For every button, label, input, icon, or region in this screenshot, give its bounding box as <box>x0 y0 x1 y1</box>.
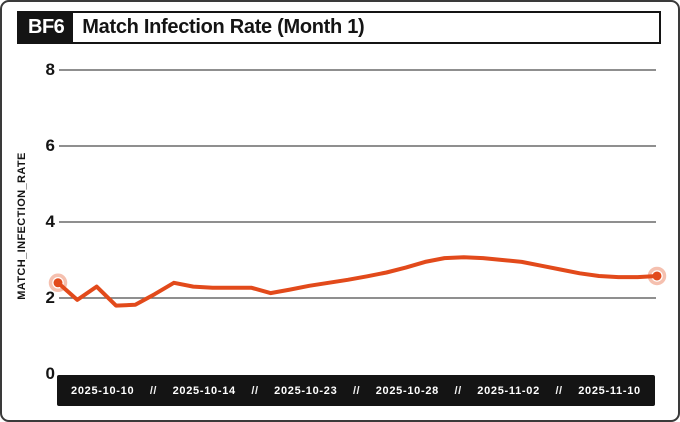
y-tick-label: 2 <box>45 288 55 307</box>
x-tick-label: 2025-10-10 <box>71 384 135 397</box>
bf6-badge: BF6 <box>19 13 74 42</box>
y-tick-label: 8 <box>45 60 55 79</box>
chart-header: BF6 Match Infection Rate (Month 1) <box>17 11 661 44</box>
x-tick-separator: // <box>555 384 563 397</box>
x-tick-label: 2025-11-02 <box>477 384 540 397</box>
x-tick-label: 2025-11-10 <box>578 384 641 397</box>
x-tick-label: 2025-10-23 <box>274 384 338 397</box>
y-tick-label: 6 <box>45 136 55 155</box>
y-tick-label: 0 <box>45 364 55 383</box>
end-point-halo <box>647 266 667 286</box>
x-tick-separator: // <box>149 384 157 397</box>
x-tick-separator: // <box>352 384 361 397</box>
infection-rate-line <box>56 255 659 308</box>
chart-title: Match Infection Rate (Month 1) <box>82 16 365 38</box>
x-tick-separator: // <box>454 384 462 397</box>
y-tick-label: 4 <box>45 212 55 231</box>
end-point-marker <box>652 271 662 281</box>
x-tick-label: 2025-10-14 <box>172 384 236 397</box>
start-point-halo <box>48 273 68 293</box>
x-tick-label: 2025-10-28 <box>375 384 439 397</box>
start-point-marker <box>53 278 63 288</box>
x-tick-separator: // <box>251 384 259 397</box>
x-axis-date-bar: 2025-10-10 // 2025-10-14 // 2025-10-23 // 2025… <box>57 375 655 406</box>
